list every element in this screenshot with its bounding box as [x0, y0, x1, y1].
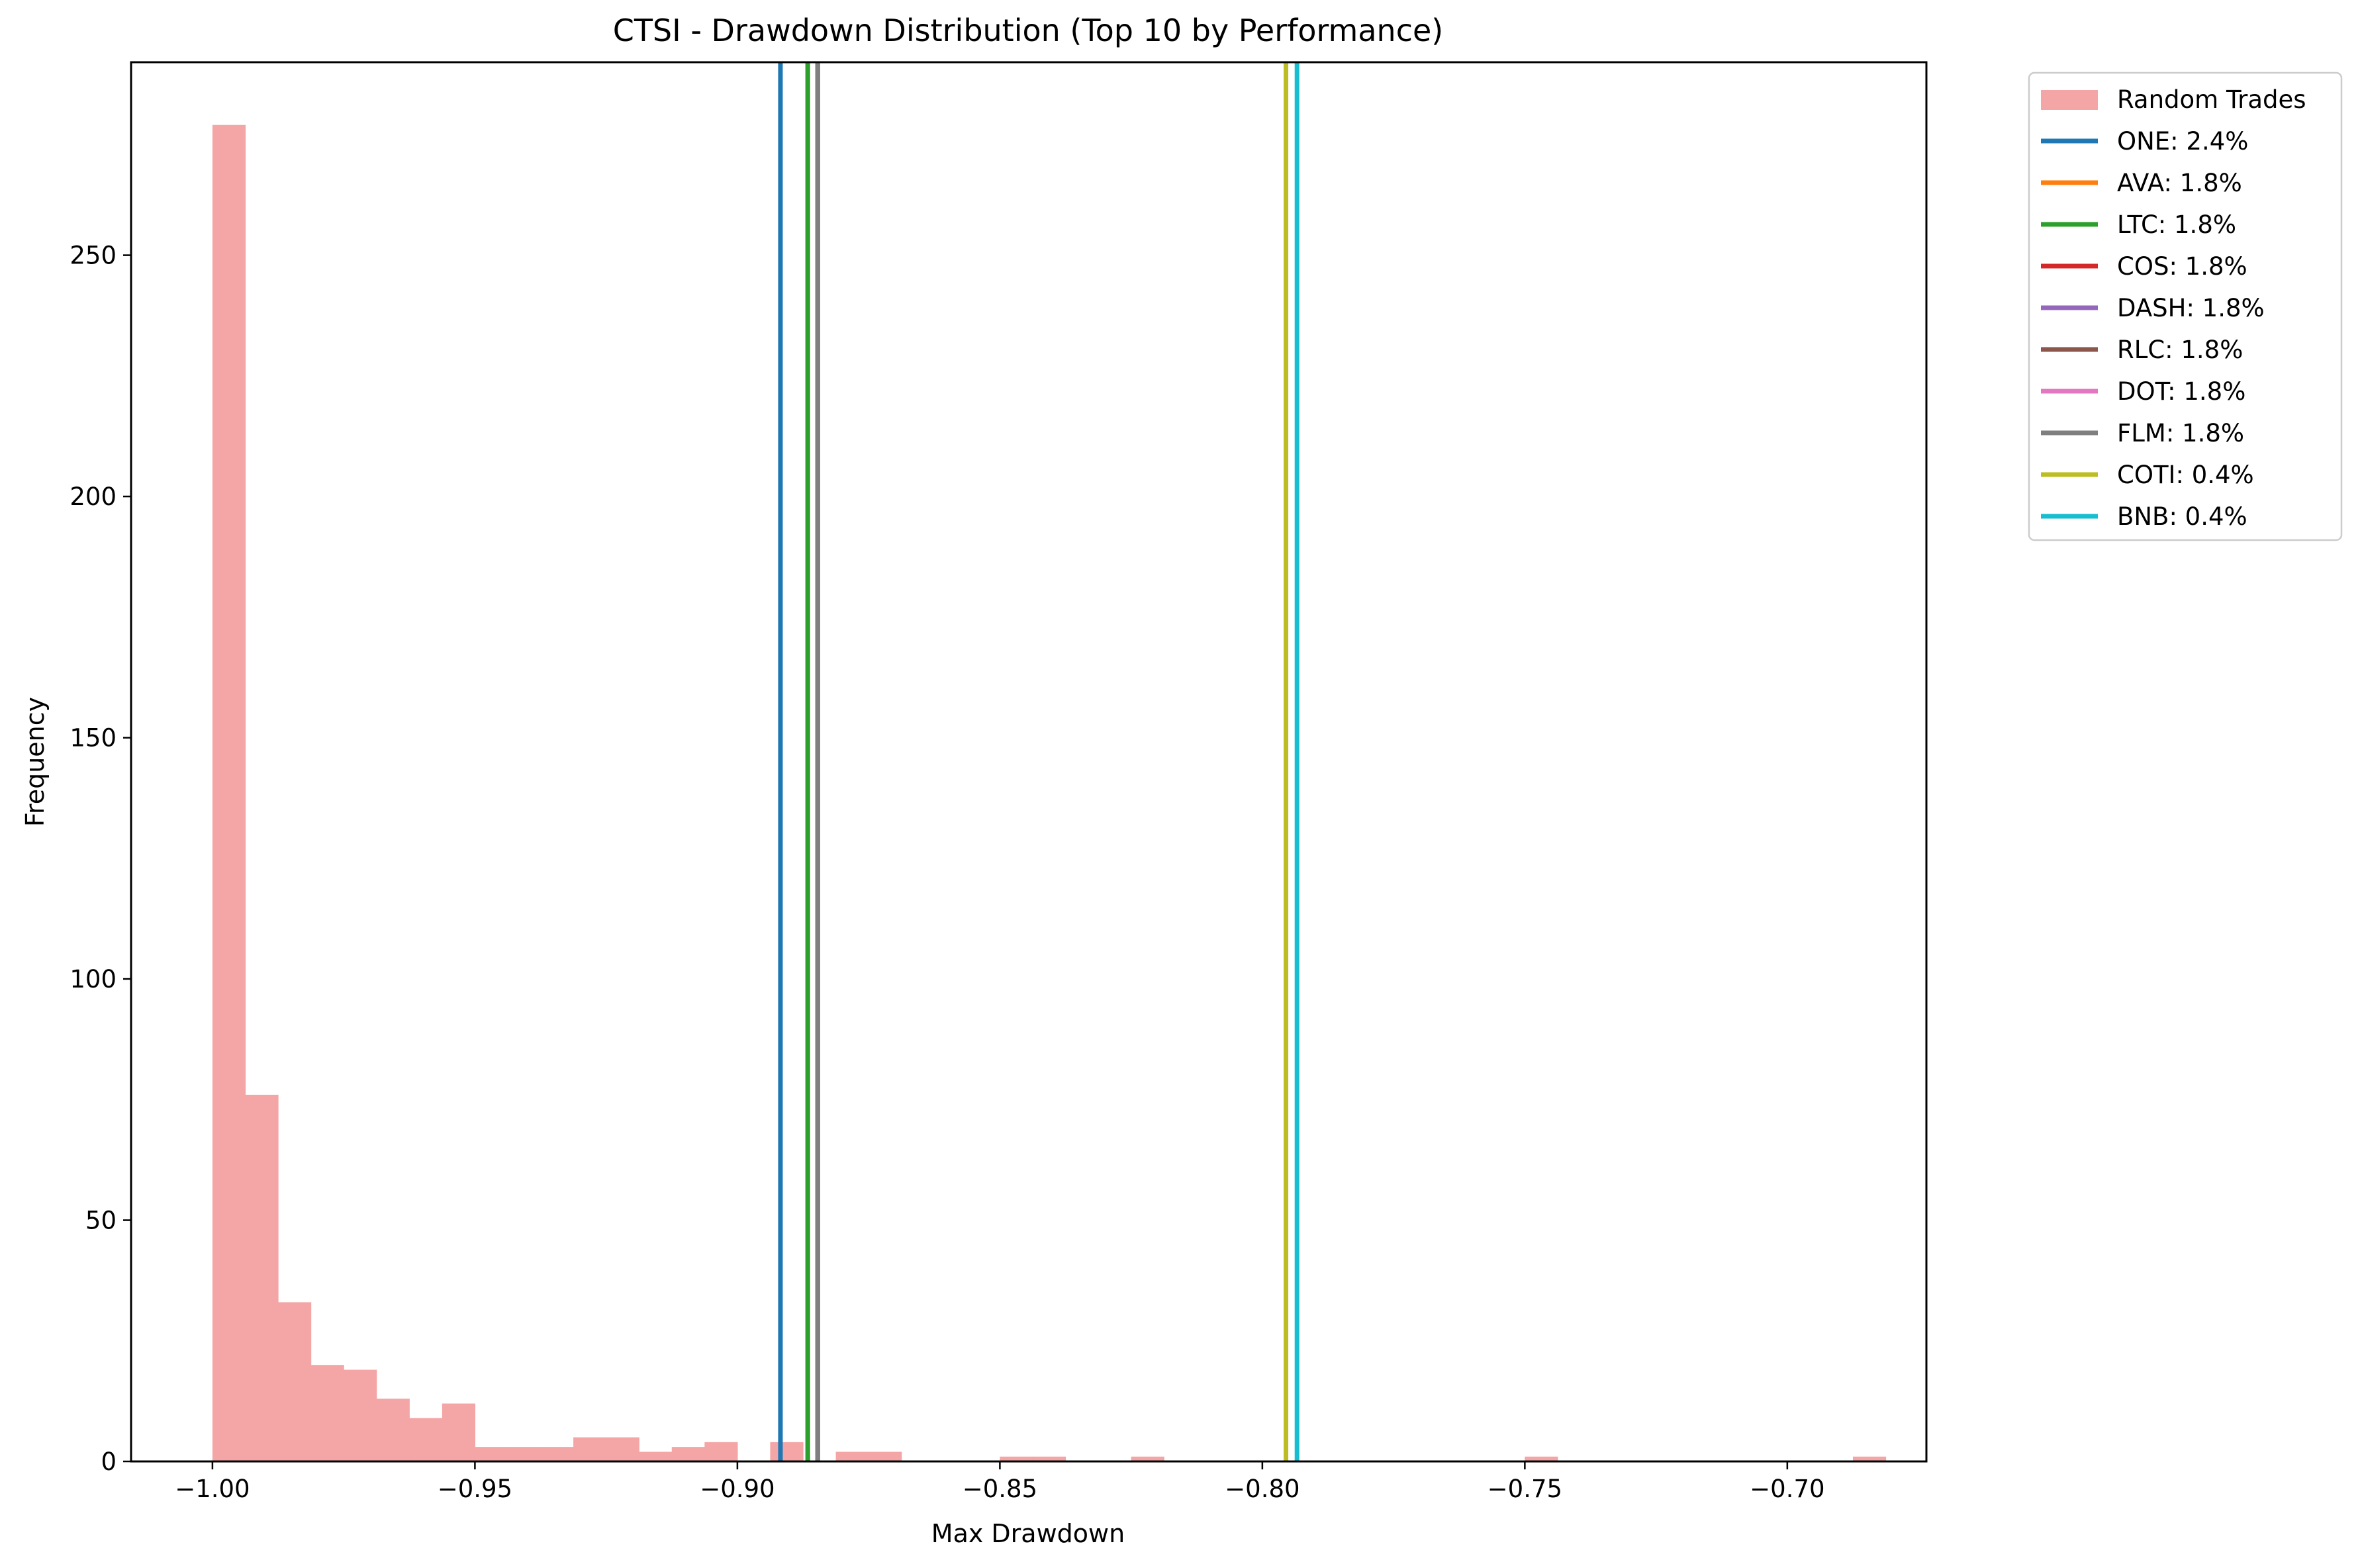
histogram-bar — [835, 1452, 869, 1461]
x-axis: −1.00 −0.95 −0.90 −0.85 −0.80 −0.75 −0.70 — [175, 1461, 1825, 1503]
x-tick-label: −0.75 — [1487, 1475, 1562, 1503]
y-tick-label: 250 — [70, 242, 117, 270]
legend-label: Random Trades — [2117, 85, 2306, 114]
histogram-bar — [409, 1418, 443, 1461]
legend-label: COS: 1.8% — [2117, 252, 2247, 281]
histogram-bar — [869, 1452, 902, 1461]
y-tick-label: 100 — [70, 965, 117, 993]
histogram-bar — [310, 1365, 344, 1461]
histogram-bar — [475, 1447, 508, 1461]
y-axis-label: Frequency — [21, 697, 50, 827]
x-tick-label: −0.85 — [963, 1475, 1037, 1503]
histogram-bar — [212, 124, 246, 1462]
legend-label: LTC: 1.8% — [2117, 210, 2236, 239]
histogram-bar — [606, 1437, 639, 1461]
plot-frame — [130, 61, 1928, 1463]
histogram-bar — [1131, 1456, 1164, 1461]
legend-frame — [2028, 71, 2343, 541]
legend-label: BNB: 0.4% — [2117, 502, 2247, 531]
histogram-bar — [1000, 1456, 1033, 1461]
histogram-bar — [1852, 1456, 1887, 1461]
histogram-bar — [344, 1369, 377, 1461]
histogram-bar — [1525, 1456, 1558, 1461]
chart-title: CTSI - Drawdown Distribution (Top 10 by … — [613, 13, 1444, 48]
x-axis-label: Max Drawdown — [931, 1519, 1125, 1548]
histogram-bar — [376, 1399, 410, 1461]
histogram-bar — [671, 1447, 705, 1461]
y-tick-label: 200 — [70, 483, 117, 511]
x-tick-label: −0.95 — [438, 1475, 512, 1503]
legend-label: COTI: 0.4% — [2117, 461, 2254, 489]
histogram-bar — [540, 1447, 574, 1461]
x-tick-label: −0.90 — [700, 1475, 775, 1503]
histogram-bar — [573, 1437, 607, 1461]
x-tick-label: −1.00 — [175, 1475, 250, 1503]
y-tick-label: 0 — [101, 1448, 117, 1476]
histogram-bar — [704, 1442, 738, 1461]
legend-label: DOT: 1.8% — [2117, 377, 2245, 406]
legend-label: RLC: 1.8% — [2117, 336, 2243, 364]
legend-label: FLM: 1.8% — [2117, 419, 2244, 447]
y-tick-label: 150 — [70, 724, 117, 753]
plot-area — [212, 62, 1887, 1462]
legend-swatch — [2041, 90, 2098, 110]
histogram-bar — [639, 1452, 673, 1461]
legend: Random Trades ONE: 2.4% AVA: 1.8% LTC: 1.8%… — [2028, 71, 2343, 541]
histogram-bar — [442, 1403, 476, 1461]
histogram-bar — [1032, 1456, 1066, 1461]
x-tick-label: −0.80 — [1225, 1475, 1299, 1503]
histogram-bar — [507, 1447, 542, 1461]
legend-label: ONE: 2.4% — [2117, 127, 2248, 156]
histogram-bar — [770, 1442, 804, 1461]
legend-label: DASH: 1.8% — [2117, 294, 2265, 322]
x-tick-label: −0.70 — [1750, 1475, 1824, 1503]
legend-label: AVA: 1.8% — [2117, 169, 2242, 197]
histogram-bar — [245, 1094, 279, 1461]
y-axis: 0 50 100 150 200 250 — [70, 242, 131, 1476]
y-tick-label: 50 — [85, 1207, 117, 1235]
histogram-bar — [278, 1302, 312, 1461]
